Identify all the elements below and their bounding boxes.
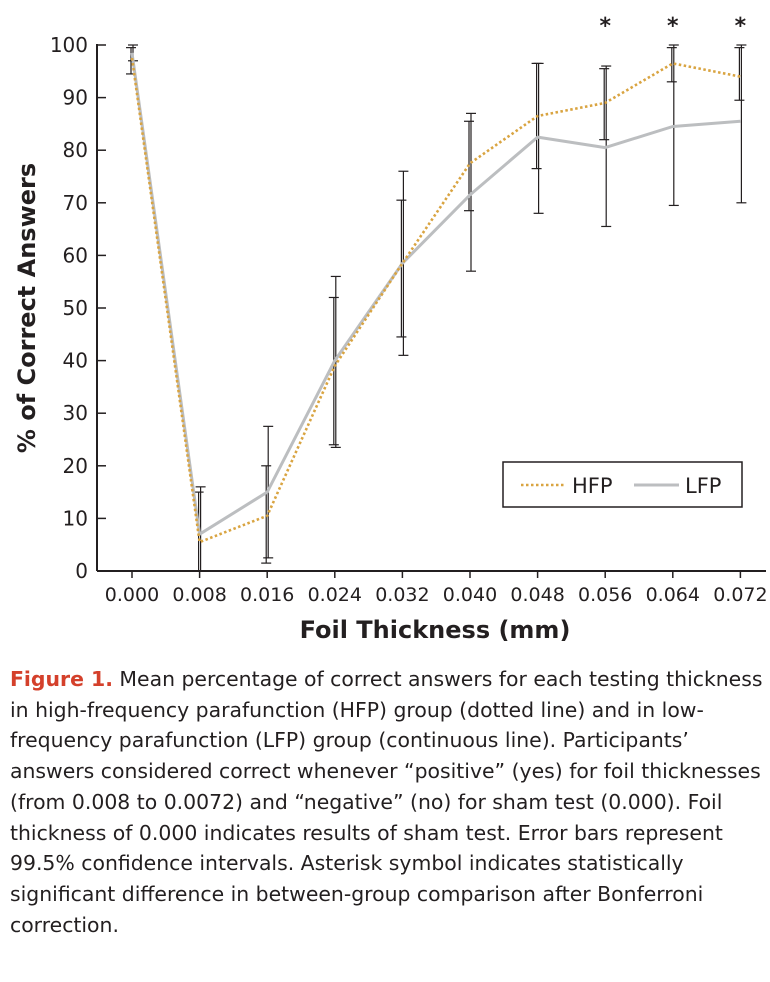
- y-axis: 0 10 20 30 40 50 60 70 80 90 100: [50, 33, 106, 583]
- y-tick-label: 20: [63, 454, 88, 478]
- x-tick-label: 0.024: [308, 584, 362, 606]
- y-tick-label: 100: [50, 33, 88, 57]
- y-tick-label: 0: [75, 559, 88, 583]
- x-tick-label: 0.032: [375, 584, 429, 606]
- x-tick-label: 0.056: [578, 584, 632, 606]
- x-tick-label: 0.008: [172, 584, 226, 606]
- y-tick-label: 50: [63, 296, 88, 320]
- x-tick-label: 0.000: [105, 584, 159, 606]
- x-axis: 0.000 0.008 0.016 0.024 0.032 0.040 0.048 0.056…: [97, 570, 768, 606]
- y-tick-label: 60: [63, 243, 88, 267]
- significance-markers: * * *: [599, 14, 746, 39]
- x-tick-label: 0.016: [240, 584, 294, 606]
- legend-label-lfp: LFP: [685, 474, 721, 498]
- significance-asterisk: *: [667, 14, 679, 39]
- x-tick-label: 0.040: [443, 584, 497, 606]
- figure-caption: Figure 1. Mean percentage of correct ans…: [10, 664, 766, 940]
- significance-asterisk: *: [735, 14, 747, 39]
- legend: HFP LFP: [502, 461, 743, 508]
- y-axis-label: % of Correct Answers: [13, 163, 41, 453]
- caption-text: Mean percentage of correct answers for e…: [10, 667, 763, 937]
- x-tick-label: 0.048: [510, 584, 564, 606]
- x-axis-label: Foil Thickness (mm): [300, 616, 571, 644]
- y-tick-label: 80: [63, 138, 88, 162]
- x-tick-label: 0.072: [713, 584, 767, 606]
- y-tick-label: 90: [63, 86, 88, 110]
- series-lines: [130, 52, 741, 544]
- y-tick-label: 10: [63, 506, 88, 530]
- x-tick-label: 0.064: [646, 584, 700, 606]
- series-line-lfp: [130, 52, 741, 536]
- legend-label-hfp: HFP: [572, 474, 613, 498]
- y-tick-label: 30: [63, 401, 88, 425]
- y-tick-label: 40: [63, 349, 88, 373]
- figure-label: Figure 1.: [10, 667, 113, 691]
- significance-asterisk: *: [599, 14, 611, 39]
- y-tick-label: 70: [63, 191, 88, 215]
